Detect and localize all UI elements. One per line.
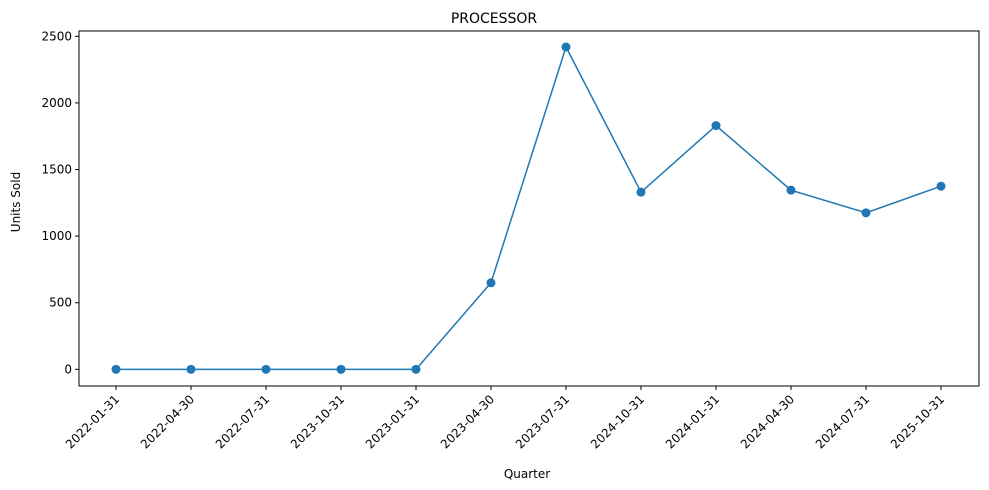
y-axis-ticks: 0 500 1000 1500 2000 2500 [41, 29, 79, 376]
y-tick-label: 500 [49, 296, 72, 310]
y-tick-label: 2500 [41, 29, 72, 43]
data-point [336, 364, 346, 374]
data-point [186, 364, 196, 374]
y-tick-label: 2000 [41, 96, 72, 110]
chart-title: PROCESSOR [451, 11, 538, 27]
y-tick-label: 0 [64, 362, 72, 376]
data-point [411, 364, 421, 374]
plot-area-frame [78, 30, 980, 387]
data-point [561, 42, 571, 52]
data-point [636, 187, 646, 197]
y-tick-label: 1500 [41, 163, 72, 177]
series-units-sold [111, 42, 946, 374]
series-line [116, 45, 942, 371]
data-point [786, 185, 796, 195]
y-axis-label: Units Sold [9, 172, 23, 232]
data-point [861, 208, 871, 218]
data-point [936, 181, 946, 191]
data-point [111, 364, 121, 374]
y-tick-label: 1000 [41, 229, 72, 243]
data-point [486, 278, 496, 288]
data-point [261, 364, 271, 374]
x-axis-label: Quarter [504, 467, 550, 481]
data-point [711, 121, 721, 131]
